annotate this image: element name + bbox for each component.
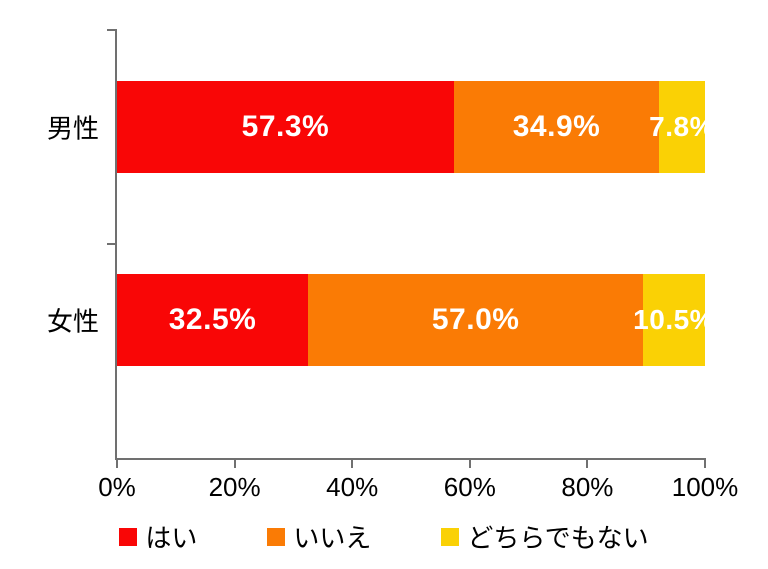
category-label-female: 女性 [47,301,117,338]
xtick-label: 60% [444,472,496,503]
bar-value-label: 34.9% [513,110,601,144]
xtick-label: 80% [561,472,613,503]
bar-value-label: 57.3% [242,110,330,144]
xtick [116,458,118,468]
xtick [704,458,706,468]
bar-seg-female-yes: 32.5% [117,274,308,366]
bar-seg-male-neither: 7.8% [659,81,705,173]
ytick [107,243,117,245]
bar-seg-male-no: 34.9% [454,81,659,173]
xtick [469,458,471,468]
bar-row-male: 男性 57.3% 34.9% 7.8% [117,81,705,173]
legend-item-yes: はい [119,518,197,555]
legend-label: はい [145,518,197,555]
bar-value-label: 32.5% [169,303,257,337]
legend-swatch [441,528,459,546]
xtick-label: 100% [672,472,739,503]
xtick [351,458,353,468]
bar-seg-female-no: 57.0% [308,274,643,366]
xtick [586,458,588,468]
xtick-label: 0% [98,472,136,503]
stacked-bar-chart: 0% 20% 40% 60% 80% 100% 男性 57.3% 34.9% 7… [0,0,768,569]
bar-row-female: 女性 32.5% 57.0% 10.5% [117,274,705,366]
bar-value-label: 7.8% [649,111,715,143]
legend-label: どちらでもない [467,518,648,555]
bar-seg-female-neither: 10.5% [643,274,705,366]
legend-swatch [119,528,137,546]
plot-area: 0% 20% 40% 60% 80% 100% 男性 57.3% 34.9% 7… [115,30,705,460]
legend-item-no: いいえ [267,518,371,555]
bar-value-label: 10.5% [633,304,715,336]
bar-value-label: 57.0% [432,303,520,337]
legend-label: いいえ [293,518,371,555]
xtick-label: 40% [326,472,378,503]
xtick-label: 20% [209,472,261,503]
ytick [107,29,117,31]
legend-item-neither: どちらでもない [441,518,648,555]
bar-seg-male-yes: 57.3% [117,81,454,173]
xtick [234,458,236,468]
legend: はい いいえ どちらでもない [0,518,768,555]
category-label-male: 男性 [47,109,117,146]
legend-swatch [267,528,285,546]
